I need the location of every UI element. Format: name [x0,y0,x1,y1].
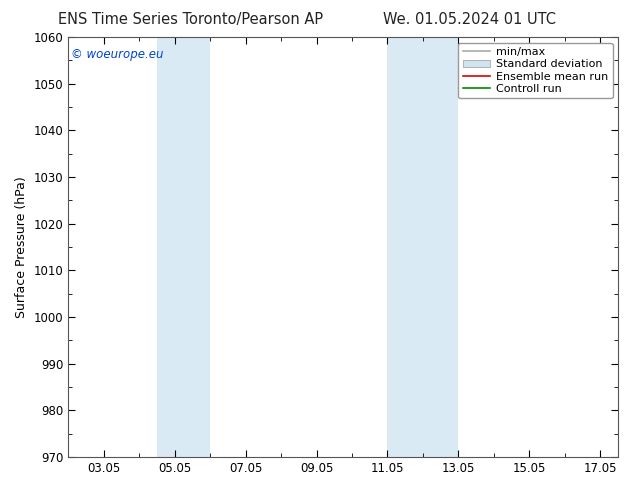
Text: We. 01.05.2024 01 UTC: We. 01.05.2024 01 UTC [383,12,555,27]
Text: ENS Time Series Toronto/Pearson AP: ENS Time Series Toronto/Pearson AP [58,12,323,27]
Y-axis label: Surface Pressure (hPa): Surface Pressure (hPa) [15,176,28,318]
Legend: min/max, Standard deviation, Ensemble mean run, Controll run: min/max, Standard deviation, Ensemble me… [458,43,612,98]
Bar [157,37,210,457]
Bar [387,37,458,457]
Text: © woeurope.eu: © woeurope.eu [71,48,164,61]
